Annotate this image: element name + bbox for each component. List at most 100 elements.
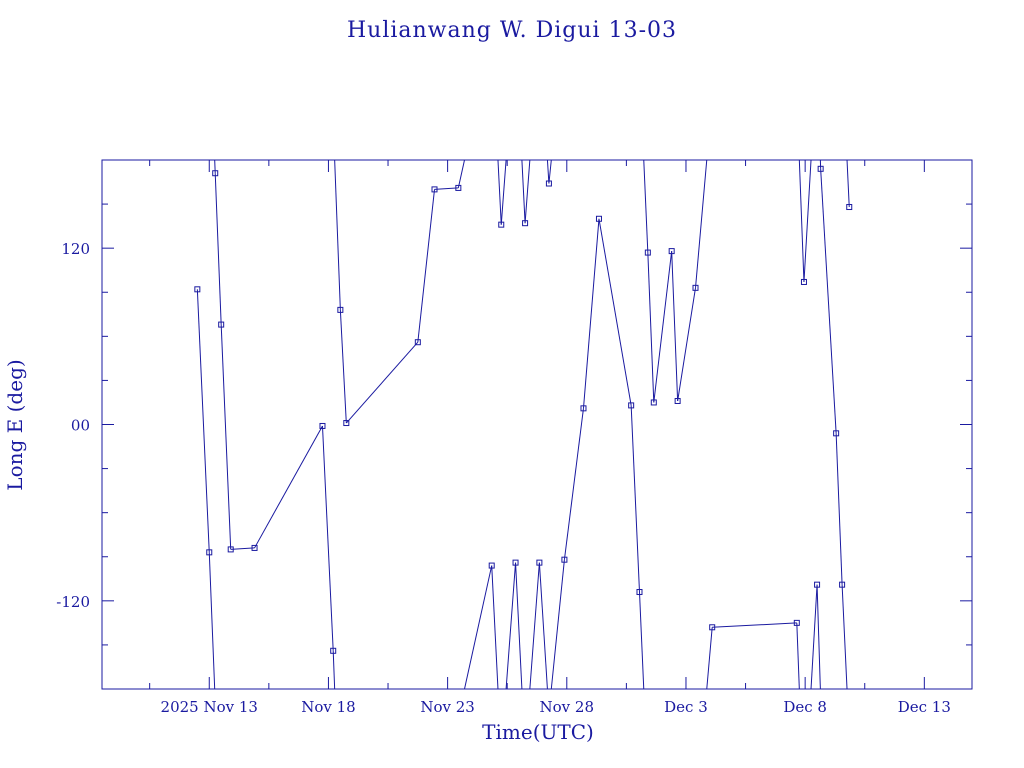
series-line-segment bbox=[515, 562, 523, 690]
data-point-marker bbox=[833, 430, 840, 437]
series-line-segment bbox=[491, 565, 499, 690]
x-tick-label: Dec 13 bbox=[898, 698, 951, 716]
series-line-segment bbox=[706, 627, 713, 690]
series-line-segment bbox=[677, 287, 697, 402]
series-line-segment bbox=[529, 562, 540, 690]
series-line-segment bbox=[464, 565, 493, 690]
data-point-marker bbox=[709, 624, 716, 631]
data-point-marker bbox=[800, 278, 807, 285]
data-point-marker bbox=[212, 170, 219, 177]
data-point-marker bbox=[343, 420, 350, 427]
series-line-segment bbox=[671, 251, 679, 402]
series-line-segment bbox=[546, 159, 550, 184]
series-line-segment bbox=[695, 159, 708, 288]
series-line-segment bbox=[841, 584, 848, 690]
series-line-segment bbox=[538, 562, 548, 690]
series-line-segment bbox=[598, 218, 632, 406]
data-point-marker bbox=[545, 180, 552, 187]
data-point-marker bbox=[522, 220, 529, 227]
series-line-segment bbox=[653, 251, 673, 403]
longitude-series bbox=[194, 159, 853, 690]
series-line-segment bbox=[339, 309, 347, 424]
series-line-segment bbox=[434, 187, 459, 190]
series-line-segment bbox=[647, 252, 655, 403]
x-tick-label: 2025 Nov 13 bbox=[161, 698, 258, 716]
data-point-marker bbox=[194, 286, 201, 293]
series-line-segment bbox=[505, 562, 517, 690]
series-line-segment bbox=[582, 218, 600, 409]
series-line-segment bbox=[798, 159, 805, 282]
series-line-segment bbox=[563, 408, 584, 560]
data-point-marker bbox=[218, 321, 225, 328]
series-line-segment bbox=[835, 433, 843, 585]
data-point-marker bbox=[650, 399, 657, 406]
data-point-marker bbox=[488, 562, 495, 569]
series-line-segment bbox=[321, 425, 334, 651]
x-tick-label: Dec 8 bbox=[783, 698, 827, 716]
data-point-marker bbox=[455, 184, 462, 191]
series-line-segment bbox=[638, 591, 645, 690]
series-line-segment bbox=[712, 622, 797, 628]
series-line-segment bbox=[196, 289, 210, 553]
data-point-marker bbox=[251, 544, 258, 551]
data-point-marker bbox=[337, 306, 344, 313]
series-line-segment bbox=[521, 159, 526, 224]
series-line-segment bbox=[643, 159, 649, 253]
series-line-segment bbox=[417, 189, 436, 343]
series-line-segment bbox=[220, 324, 232, 550]
x-axis-label: Time(UTC) bbox=[482, 720, 594, 744]
x-tick-label: Nov 28 bbox=[540, 698, 595, 716]
data-point-marker bbox=[206, 549, 213, 556]
y-tick-label: -120 bbox=[56, 593, 90, 611]
data-point-marker bbox=[498, 221, 505, 228]
data-point-marker bbox=[674, 397, 681, 404]
series-line-segment bbox=[810, 584, 818, 690]
data-point-marker bbox=[580, 405, 587, 412]
series-line-segment bbox=[816, 584, 821, 690]
series-line-segment bbox=[500, 159, 507, 225]
series-line-segment bbox=[524, 159, 531, 224]
data-point-marker bbox=[536, 559, 543, 566]
chart-title: Hulianwang W. Digui 13-03 bbox=[347, 18, 677, 43]
data-point-marker bbox=[414, 339, 421, 346]
data-point-marker bbox=[793, 619, 800, 626]
data-point-marker bbox=[817, 165, 824, 172]
data-point-marker bbox=[319, 422, 326, 429]
plot-frame bbox=[101, 159, 973, 690]
series-line-segment bbox=[803, 159, 812, 282]
series-line-segment bbox=[497, 159, 502, 225]
data-point-marker bbox=[846, 204, 853, 211]
data-point-marker bbox=[644, 249, 651, 256]
series-line-segment bbox=[345, 341, 419, 424]
series-line-segment bbox=[548, 159, 552, 184]
series-line-segment bbox=[457, 159, 465, 189]
y-axis-label: Long E (deg) bbox=[3, 359, 27, 490]
data-point-marker bbox=[595, 215, 602, 222]
y-tick-label: 00 bbox=[71, 417, 90, 435]
series-line-segment bbox=[820, 168, 837, 434]
series-line-segment bbox=[214, 159, 216, 174]
data-point-marker bbox=[561, 556, 568, 563]
data-point-marker bbox=[628, 402, 635, 409]
data-point-marker bbox=[431, 186, 438, 193]
data-point-marker bbox=[668, 248, 675, 255]
data-point-marker bbox=[814, 581, 821, 588]
y-axis-ticks: -120 00 120 bbox=[56, 203, 972, 646]
y-tick-label: 120 bbox=[61, 240, 90, 258]
data-point-marker bbox=[330, 647, 337, 654]
x-tick-label: Dec 3 bbox=[664, 698, 708, 716]
series-line-segment bbox=[334, 159, 341, 310]
data-point-marker bbox=[227, 546, 234, 553]
x-tick-label: Nov 18 bbox=[301, 698, 356, 716]
series-line-segment bbox=[214, 173, 222, 325]
data-point-marker bbox=[512, 559, 519, 566]
series-line-segment bbox=[550, 559, 565, 690]
series-line-segment bbox=[254, 425, 323, 549]
x-tick-label: Nov 23 bbox=[420, 698, 475, 716]
series-line-segment bbox=[230, 547, 255, 550]
data-point-marker bbox=[636, 589, 643, 596]
series-line-segment bbox=[332, 650, 336, 690]
series-line-segment bbox=[630, 405, 640, 593]
series-line-segment bbox=[208, 552, 216, 690]
